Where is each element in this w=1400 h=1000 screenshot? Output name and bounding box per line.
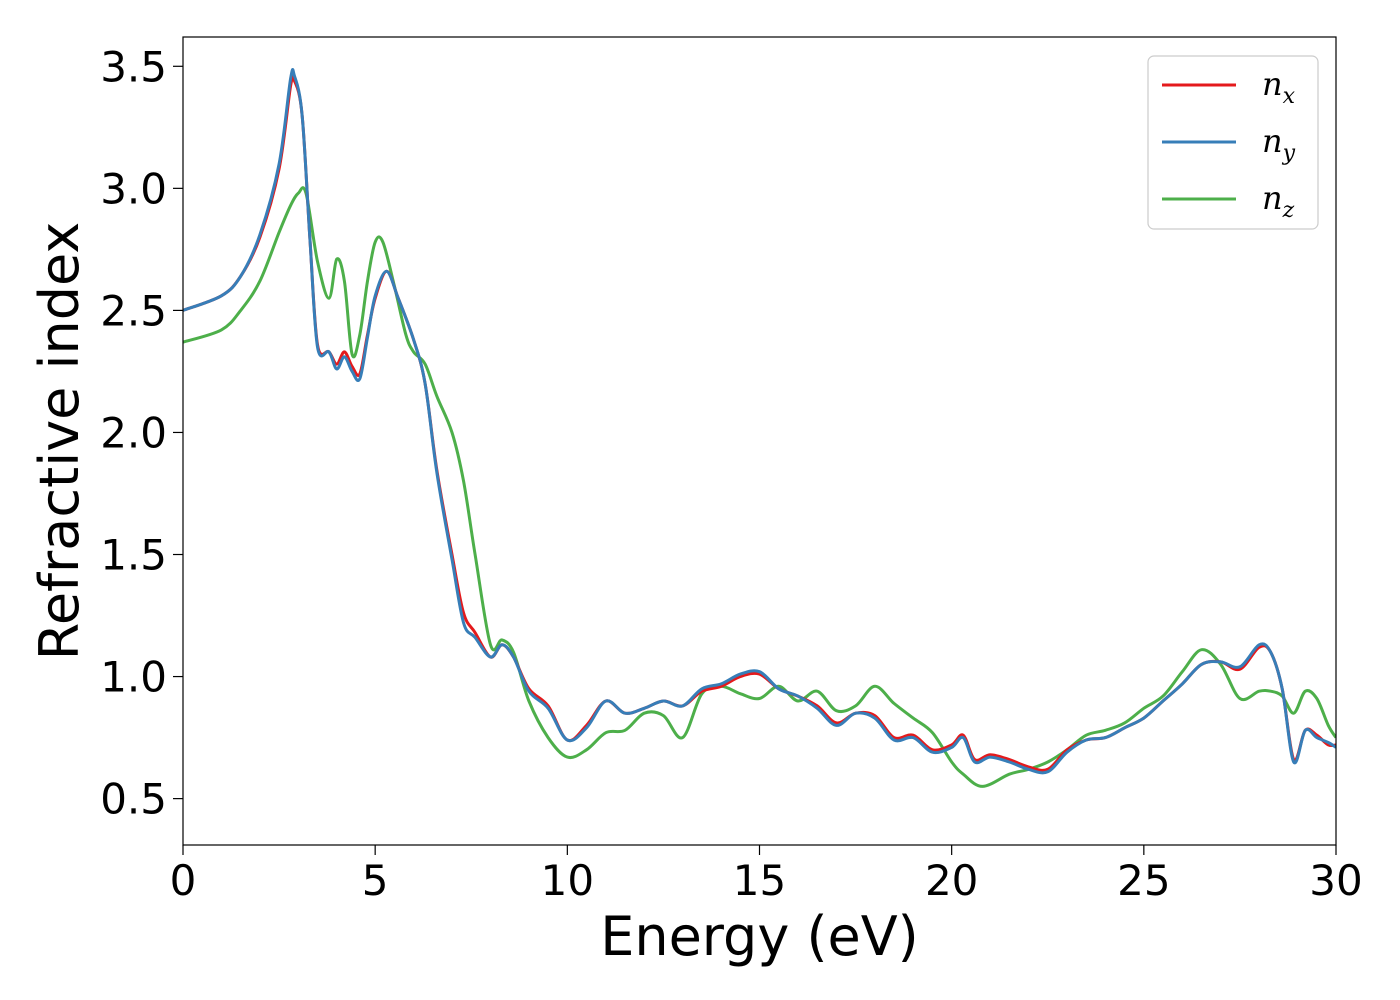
x-tick-label: 20 xyxy=(925,856,978,905)
x-tick-label: 15 xyxy=(733,856,786,905)
x-tick-label: 0 xyxy=(170,856,197,905)
legend-label-n-z: nz xyxy=(1262,179,1295,223)
y-tick-label: 2.5 xyxy=(100,286,167,335)
y-axis: 0.5 1.0 1.5 2.0 2.5 3.0 3.5 xyxy=(100,42,183,824)
y-tick-label: 1.0 xyxy=(100,653,167,702)
y-tick-label: 0.5 xyxy=(100,775,167,824)
legend: nx ny nz xyxy=(1147,55,1319,230)
x-tick-label: 10 xyxy=(541,856,594,905)
y-tick-label: 3.5 xyxy=(100,42,167,91)
series-line-n-z xyxy=(183,186,1336,788)
x-tick-label: 30 xyxy=(1309,856,1362,905)
legend-label-n-y: ny xyxy=(1262,122,1296,166)
series-lines xyxy=(183,68,1336,788)
y-tick-label: 3.0 xyxy=(100,164,167,213)
y-tick-label: 1.5 xyxy=(100,531,167,580)
x-axis-label: Energy (eV) xyxy=(600,905,919,968)
legend-label-n-x: nx xyxy=(1262,65,1296,109)
y-axis-label: Refractive index xyxy=(28,222,91,661)
y-tick-label: 2.0 xyxy=(100,408,167,457)
series-line-n-y xyxy=(183,68,1336,775)
x-tick-label: 5 xyxy=(362,856,389,905)
x-tick-label: 25 xyxy=(1117,856,1170,905)
x-axis: 0 5 10 15 20 25 30 xyxy=(170,845,1363,905)
